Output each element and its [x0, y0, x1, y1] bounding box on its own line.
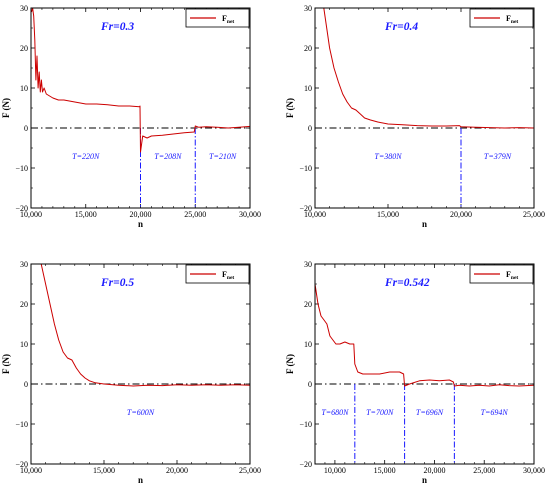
x-axis-label: n — [422, 475, 427, 485]
x-tick-label: 25,000 — [473, 466, 495, 475]
y-tick-label: 20 — [20, 44, 28, 53]
series-line-fnet — [314, 283, 535, 387]
x-axis-label: n — [138, 475, 143, 485]
x-tick-label: 10,000 — [20, 466, 42, 475]
chart-title: Fr=0.542 — [384, 277, 430, 289]
plot-frame — [30, 7, 251, 209]
y-tick-label: 0 — [24, 380, 28, 389]
legend-label: Fnet — [506, 270, 518, 281]
x-tick-label: 30,000 — [523, 466, 545, 475]
y-tick-label: 20 — [304, 44, 312, 53]
legend-label: Fnet — [222, 14, 234, 25]
y-tick-label: −10 — [15, 420, 28, 429]
legend-label-subscript: net — [227, 19, 235, 25]
segment-label: T=600N — [127, 408, 155, 417]
legend-label-subscript: net — [227, 275, 235, 281]
y-tick-label: −10 — [299, 420, 312, 429]
y-tick-label: −20 — [15, 204, 28, 213]
legend-label: Fnet — [222, 270, 234, 281]
chart-title: Fr=0.3 — [100, 21, 134, 33]
segment-label: T=694N — [481, 408, 509, 417]
y-tick-label: 20 — [304, 300, 312, 309]
x-tick-label: 20,000 — [166, 466, 188, 475]
legend-label-subscript: net — [511, 19, 519, 25]
plot-frame — [30, 263, 251, 465]
y-tick-label: 10 — [20, 340, 28, 349]
y-axis-label: F (N) — [1, 354, 11, 374]
legend-box — [469, 8, 534, 28]
y-tick-label: 30 — [304, 4, 312, 13]
legend-label-main: F — [506, 270, 511, 279]
series-line-fnet — [323, 7, 535, 129]
x-tick-label: 10,000 — [324, 466, 346, 475]
segment-label: T=208N — [154, 152, 182, 161]
y-tick-label: 0 — [308, 124, 312, 133]
y-tick-label: 20 — [20, 300, 28, 309]
y-tick-label: 10 — [304, 340, 312, 349]
x-tick-label: 15,000 — [377, 210, 399, 219]
chart-panel-2: −20 −10 0 10 20 30 10,000 15,000 20,000 25,000 Fr=… — [285, 4, 545, 229]
y-tick-label: 0 — [24, 124, 28, 133]
y-tick-label: 10 — [20, 84, 28, 93]
x-tick-label: 10,000 — [20, 210, 42, 219]
y-axis-label: F (N) — [285, 98, 295, 118]
x-tick-label: 15,000 — [93, 466, 115, 475]
chart-panel-3: −20 −10 0 10 20 30 10,000 15,000 20,000 25,000 Fr=… — [1, 260, 261, 485]
y-tick-label: 30 — [304, 260, 312, 269]
x-axis-label: n — [422, 219, 427, 229]
segment-label: T=380N — [374, 152, 402, 161]
x-tick-label: 25,000 — [523, 210, 545, 219]
x-tick-label: 20,000 — [423, 466, 445, 475]
chart-title: Fr=0.4 — [384, 21, 418, 33]
plot-frame — [314, 263, 535, 465]
segment-label: T=680N — [321, 408, 349, 417]
segment-label: T=700N — [366, 408, 394, 417]
legend-label-subscript: net — [511, 275, 519, 281]
series-line-fnet — [31, 7, 251, 153]
y-tick-label: −10 — [15, 164, 28, 173]
x-tick-label: 25,000 — [239, 466, 261, 475]
x-tick-label: 25,000 — [184, 210, 206, 219]
legend-label-main: F — [506, 14, 511, 23]
x-tick-label: 20,000 — [130, 210, 152, 219]
legend-box — [185, 264, 250, 284]
y-tick-label: −10 — [299, 164, 312, 173]
y-tick-label: 0 — [308, 380, 312, 389]
chart-panel-4: −20 −10 0 10 20 30 10,000 15,000 20,000 25,000 30,… — [285, 260, 545, 485]
x-tick-label: 20,000 — [450, 210, 472, 219]
y-tick-label: −20 — [299, 204, 312, 213]
series-line-fnet — [40, 263, 251, 387]
y-tick-label: 10 — [304, 84, 312, 93]
y-axis-label: F (N) — [285, 354, 295, 374]
chart-title: Fr=0.5 — [100, 277, 134, 289]
legend-label-main: F — [222, 270, 227, 279]
x-tick-label: 10,000 — [304, 210, 326, 219]
segment-label: T=220N — [72, 152, 100, 161]
y-axis-label: F (N) — [1, 98, 11, 118]
y-tick-label: 30 — [20, 4, 28, 13]
chart-panel-1: −20 −10 0 10 20 30 10,000 15,000 20,000 25,000 30,… — [1, 4, 261, 229]
segment-label: T=379N — [484, 152, 512, 161]
legend-label-main: F — [222, 14, 227, 23]
x-tick-label: 15,000 — [75, 210, 97, 219]
y-tick-label: −20 — [15, 460, 28, 469]
y-tick-label: 30 — [20, 260, 28, 269]
legend-label: Fnet — [506, 14, 518, 25]
segment-label: T=210N — [209, 152, 237, 161]
segment-label: T=696N — [416, 408, 444, 417]
x-axis-label: n — [138, 219, 143, 229]
x-tick-label: 30,000 — [239, 210, 261, 219]
legend-box — [469, 264, 534, 284]
y-tick-label: −20 — [299, 460, 312, 469]
plot-frame — [314, 7, 535, 209]
legend-box — [185, 8, 250, 28]
x-tick-label: 15,000 — [374, 466, 396, 475]
